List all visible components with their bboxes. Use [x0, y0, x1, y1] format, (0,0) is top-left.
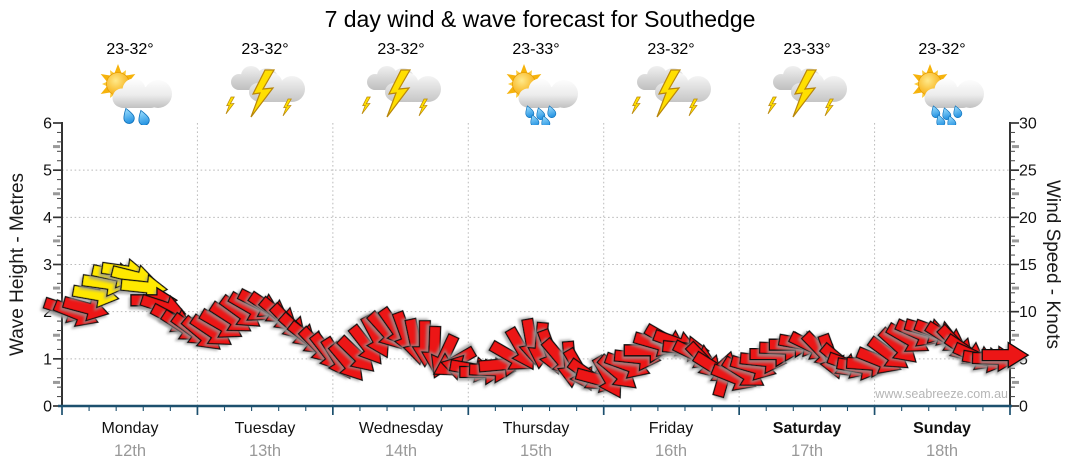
temperature-range: 23-32° [918, 41, 966, 58]
watermark: www.seabreeze.com.au [875, 387, 1008, 401]
weather-icon-sun-cloud-rain [875, 61, 1009, 125]
wind-axis-tick-label: 25 [1019, 163, 1037, 180]
date-label: 17th [790, 442, 824, 460]
wave-axis-tick-label: 6 [43, 116, 52, 133]
wave-axis-tick-label: 0 [43, 399, 52, 416]
temperature-range: 23-32° [241, 41, 289, 58]
date-label: 16th [654, 442, 688, 460]
temperature-range: 23-32° [647, 41, 695, 58]
wind-arrow [981, 341, 1030, 369]
date-label: 12th [113, 442, 147, 460]
wind-axis-tick-label: 5 [1019, 351, 1028, 368]
day-label: Thursday [502, 420, 570, 437]
day-label: Monday [101, 420, 159, 437]
date-label: 14th [384, 442, 418, 460]
weather-icon-storm [334, 61, 468, 119]
day-label: Friday [648, 420, 694, 437]
weather-icon-storm [604, 61, 738, 119]
wave-axis-tick-label: 1 [43, 351, 52, 368]
wave-axis-tick-label: 4 [43, 210, 52, 227]
wind-axis-tick-label: 20 [1019, 210, 1037, 227]
wave-axis-tick-label: 3 [43, 257, 52, 274]
day-label: Tuesday [234, 420, 296, 437]
wind-axis-tick-label: 10 [1019, 304, 1037, 321]
wave-axis-tick-label: 2 [43, 304, 52, 321]
wind-arrow-series [42, 257, 1030, 399]
temperature-range: 23-32° [106, 41, 154, 58]
temperature-range: 23-33° [512, 41, 560, 58]
weather-icon-sun-cloud-rain [469, 61, 603, 125]
right-axis-title: Wind Speed - Knots [1042, 180, 1063, 349]
temperature-range: 23-33° [783, 41, 831, 58]
page-title: 7 day wind & wave forecast for Southedge [324, 6, 756, 32]
wind-axis-tick-label: 0 [1019, 399, 1028, 416]
weather-icon-sun-cloud-rain [63, 61, 197, 125]
wind-axis-tick-label: 15 [1019, 257, 1037, 274]
day-label: Sunday [913, 420, 971, 437]
date-label: 18th [925, 442, 959, 460]
wave-axis-tick-label: 5 [43, 163, 52, 180]
weather-icon-storm [740, 61, 874, 119]
wind-axis-tick-label: 30 [1019, 116, 1037, 133]
day-label: Wednesday [358, 420, 444, 437]
weather-icon-storm [198, 61, 332, 119]
date-label: 15th [519, 442, 553, 460]
day-label: Saturday [772, 420, 842, 437]
date-label: 13th [248, 442, 282, 460]
temperature-range: 23-32° [377, 41, 425, 58]
